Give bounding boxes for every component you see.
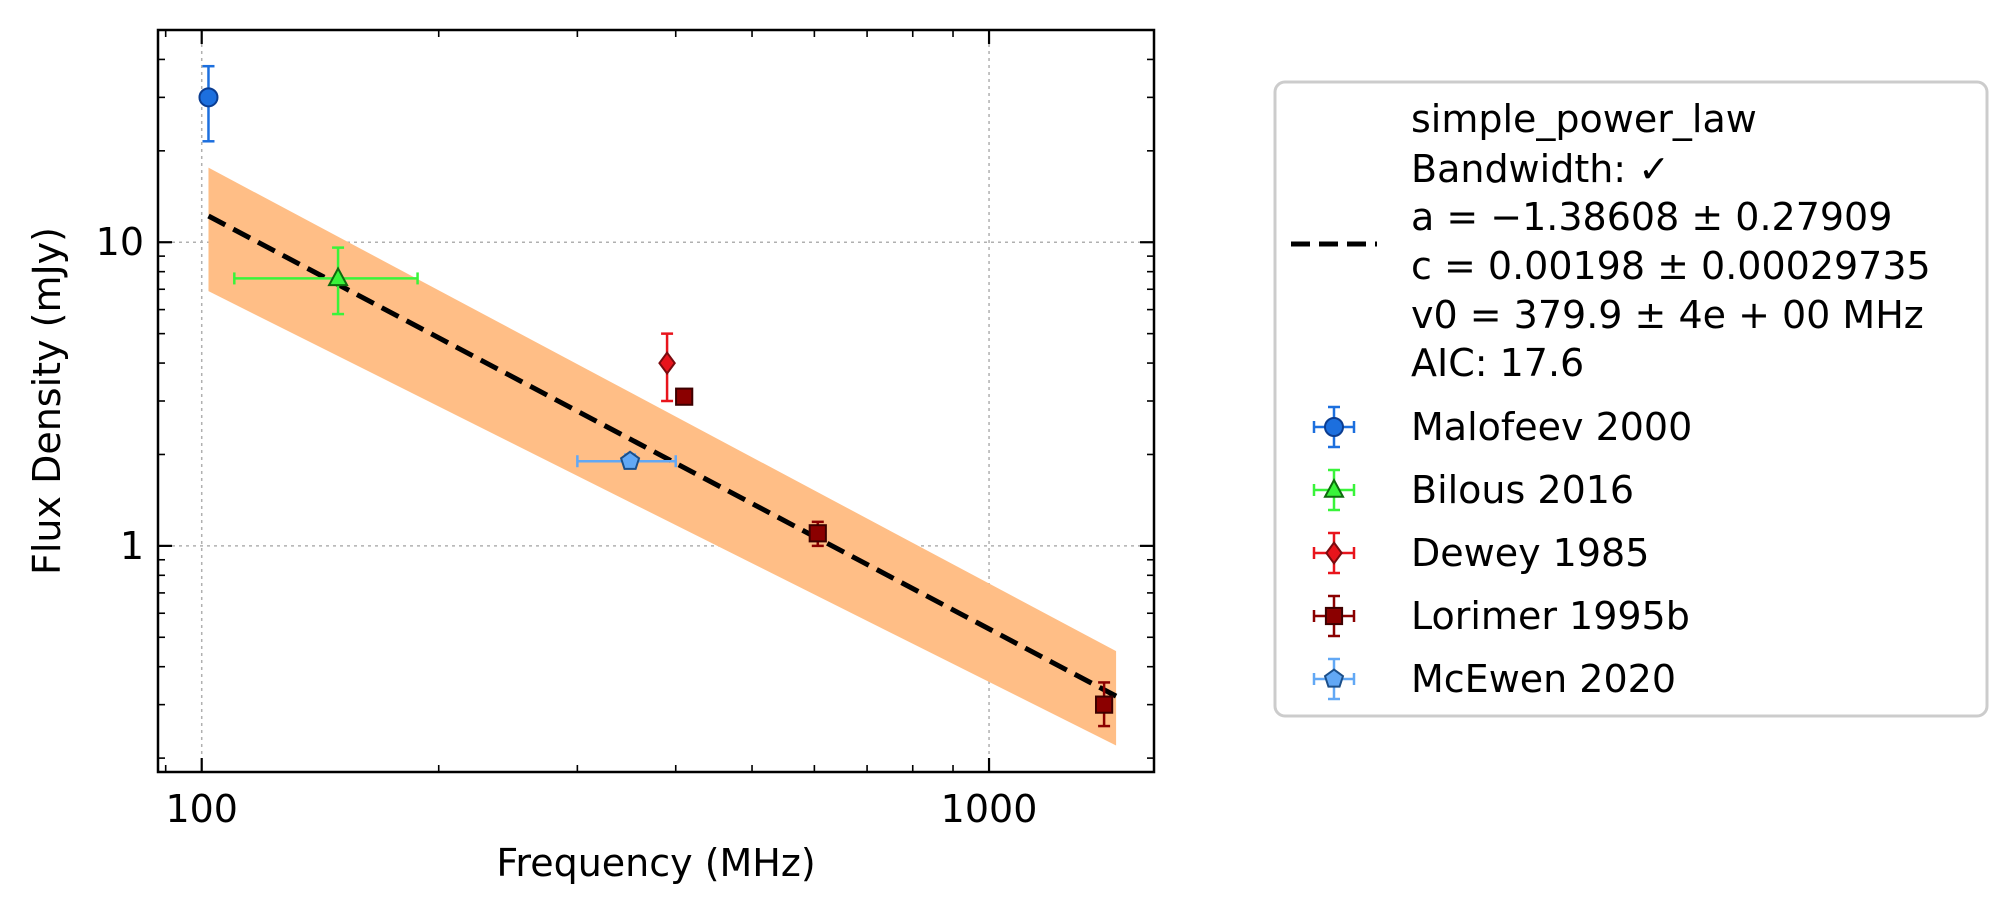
legend-marker-2	[1325, 540, 1343, 566]
legend-label-lorimer: Lorimer 1995b	[1411, 594, 1690, 638]
legend-fit-model: simple_power_law	[1411, 97, 1757, 141]
legend-label-bilous: Bilous 2016	[1411, 468, 1634, 512]
series-2-point-0-marker	[658, 351, 676, 376]
series-3-point-0-marker	[675, 387, 694, 406]
series-0-point-0-marker	[198, 87, 219, 108]
series-3-point-1-marker	[808, 524, 827, 543]
legend-label-malofeev: Malofeev 2000	[1411, 405, 1692, 449]
legend-fit-bandwidth: Bandwidth: ✓	[1411, 147, 1670, 191]
legend-fit-a: a = −1.38608 ± 0.27909	[1411, 195, 1892, 239]
legend-marker-1	[1323, 477, 1345, 498]
y-tick-label-0: 1	[120, 524, 144, 568]
series-3-point-2-marker	[1094, 695, 1114, 714]
legend-markers	[1312, 405, 1356, 701]
fit-line	[207, 213, 1118, 699]
legend-label-mcewen: McEwen 2020	[1411, 657, 1676, 701]
legend-label-dewey: Dewey 1985	[1411, 531, 1649, 575]
legend-fit-aic: AIC: 17.6	[1411, 341, 1584, 385]
legend-fit-c: c = 0.00198 ± 0.00029735	[1411, 244, 1931, 288]
legend: simple_power_law Bandwidth: ✓ a = −1.386…	[1273, 80, 1989, 718]
x-axis-label: Frequency (MHz)	[496, 841, 815, 885]
series-4-point-0-marker	[619, 450, 641, 470]
series-1-point-0-marker	[327, 266, 349, 287]
x-tick-label-0: 100	[165, 787, 238, 831]
y-tick-label-1: 10	[96, 220, 144, 264]
axis-ticks: 100 1000 1 10	[96, 29, 1154, 831]
fit-line-group	[207, 213, 1118, 699]
y-axis-label: Flux Density (mJy)	[25, 227, 69, 575]
legend-marker-3	[1324, 606, 1344, 626]
legend-marker-4	[1323, 668, 1345, 688]
legend-fit-v0: v0 = 379.9 ± 4e + 00 MHz	[1411, 293, 1924, 337]
legend-box	[1273, 80, 1989, 718]
data-points-group	[198, 64, 1114, 728]
x-tick-label-1: 1000	[941, 787, 1038, 831]
legend-marker-0	[1324, 417, 1344, 437]
